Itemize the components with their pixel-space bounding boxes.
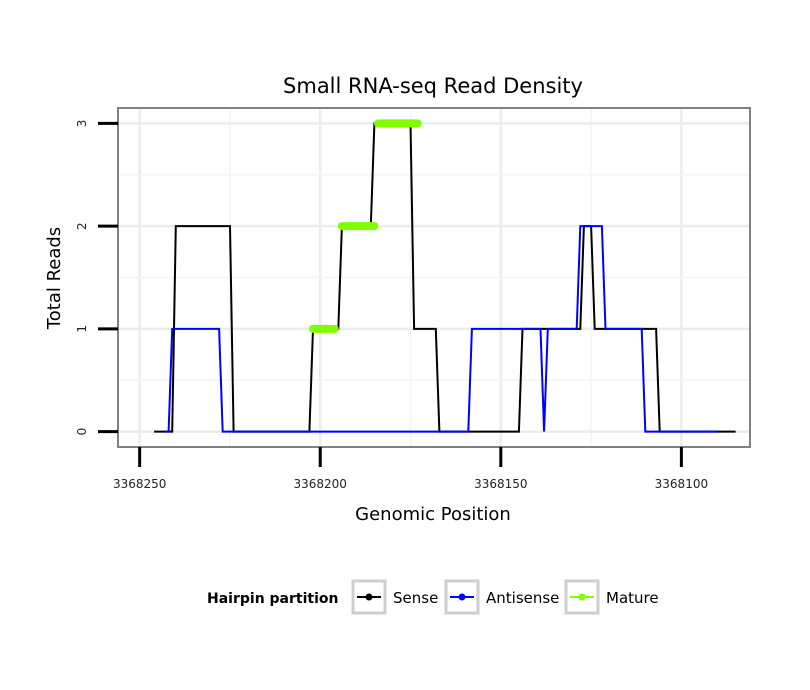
x-tick-label: 3368100 bbox=[655, 477, 708, 491]
grid bbox=[118, 108, 750, 447]
x-axis-title: Genomic Position bbox=[355, 504, 511, 525]
panel-border bbox=[117, 107, 751, 448]
x-tick-label: 3368150 bbox=[474, 477, 527, 491]
legend-title: Hairpin partition bbox=[207, 591, 338, 607]
legend-item-mature: Mature bbox=[564, 579, 659, 615]
legend-label: Antisense bbox=[486, 589, 559, 607]
y-tick-label: 0 bbox=[75, 428, 89, 436]
legend-label: Sense bbox=[393, 589, 438, 607]
chart-title: Small RNA-seq Read Density bbox=[283, 74, 583, 98]
y-tick-label: 3 bbox=[75, 120, 89, 128]
series-antisense-line bbox=[164, 225, 718, 433]
legend-key-dot bbox=[458, 593, 466, 601]
y-tick-label: 1 bbox=[75, 325, 89, 333]
y-tick-label: 2 bbox=[75, 222, 89, 230]
legend-item-sense: Sense bbox=[351, 579, 438, 615]
legend-key-dot bbox=[365, 593, 373, 601]
series-layer bbox=[154, 119, 736, 433]
legend-label: Mature bbox=[606, 589, 659, 607]
legend-item-antisense: Antisense bbox=[444, 579, 559, 615]
y-axis-title: Total Reads bbox=[44, 227, 65, 330]
x-tick-label: 3368200 bbox=[294, 477, 347, 491]
legend-key-dot bbox=[578, 593, 586, 601]
legend: Hairpin partition Sense Antisense Mature bbox=[207, 579, 659, 615]
axes: 0 1 2 3 3368250 3368200 3368150 3368100 bbox=[75, 120, 708, 491]
x-tick-label: 3368250 bbox=[113, 477, 166, 491]
